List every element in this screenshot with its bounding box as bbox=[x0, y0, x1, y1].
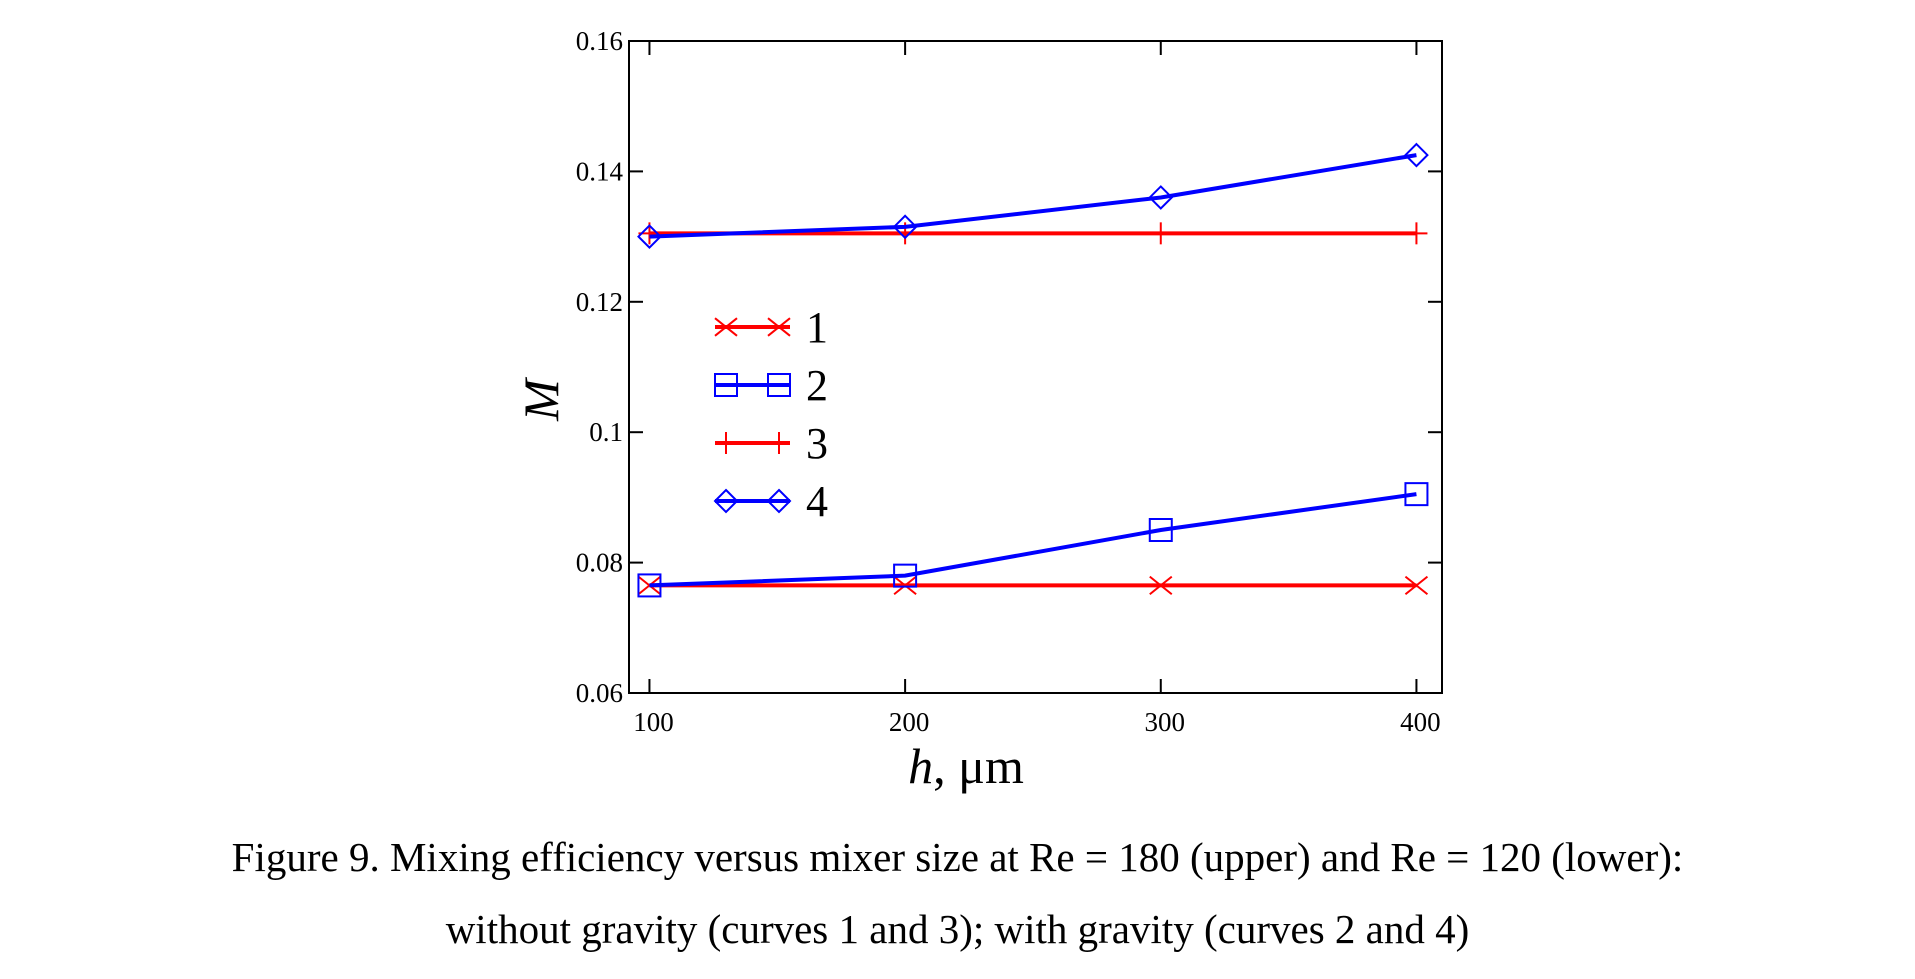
x-tick-label: 200 bbox=[889, 707, 930, 737]
series-2-point bbox=[893, 563, 918, 588]
series-1-point bbox=[1149, 575, 1173, 596]
series-3-point bbox=[1405, 222, 1428, 245]
series-4-line bbox=[649, 153, 1417, 239]
x-tick-labels: 100 200 300 400 bbox=[633, 707, 1440, 737]
y-tick-labels: 0.06 0.08 0.1 0.12 0.14 0.16 bbox=[576, 26, 624, 708]
series-2-point bbox=[1148, 518, 1173, 542]
legend-marker-4 bbox=[713, 488, 739, 514]
legend-label-4: 4 bbox=[806, 477, 828, 526]
legend-label-1: 1 bbox=[806, 303, 828, 352]
x-tick-label: 300 bbox=[1145, 707, 1186, 737]
series-4-point bbox=[892, 214, 918, 240]
x-axis-title: h, μm bbox=[908, 738, 1024, 794]
y-tick-label: 0.12 bbox=[576, 287, 623, 317]
y-tick-label: 0.16 bbox=[576, 26, 623, 56]
y-tick-label: 0.06 bbox=[576, 678, 623, 708]
figure-caption-line-1: Figure 9. Mixing efficiency versus mixer… bbox=[231, 834, 1684, 880]
y-tick-label: 0.1 bbox=[589, 417, 623, 447]
legend-marker-4 bbox=[766, 488, 792, 514]
x-tick-label: 400 bbox=[1400, 707, 1441, 737]
x-tick-label: 100 bbox=[633, 707, 674, 737]
legend-label-2: 2 bbox=[806, 361, 828, 410]
series-1-point bbox=[1404, 575, 1429, 596]
y-axis-title: M bbox=[513, 377, 569, 422]
legend-marker-1 bbox=[714, 317, 738, 337]
series-4-point bbox=[1404, 142, 1429, 168]
series-4-point bbox=[637, 224, 662, 250]
legend-marker-3 bbox=[715, 432, 737, 454]
legend: 1 2 3 4 bbox=[713, 303, 828, 526]
series-layer bbox=[637, 142, 1429, 598]
legend-marker-3 bbox=[768, 432, 790, 454]
legend-marker-2 bbox=[714, 373, 738, 397]
axis-ticks bbox=[629, 40, 1442, 694]
series-3-point bbox=[1149, 222, 1172, 245]
y-tick-label: 0.14 bbox=[576, 156, 624, 186]
series-2-point bbox=[637, 573, 662, 598]
series-4-point bbox=[1148, 185, 1174, 210]
legend-marker-2 bbox=[767, 373, 791, 397]
series-1-point bbox=[893, 575, 917, 596]
figure-caption-line-2: without gravity (curves 1 and 3); with g… bbox=[445, 906, 1470, 952]
legend-label-3: 3 bbox=[806, 419, 828, 468]
y-tick-label: 0.08 bbox=[576, 548, 623, 578]
legend-marker-1 bbox=[767, 317, 791, 337]
plot-frame bbox=[628, 40, 1443, 694]
series-2-line bbox=[649, 492, 1417, 588]
series-2-point bbox=[1404, 482, 1429, 507]
